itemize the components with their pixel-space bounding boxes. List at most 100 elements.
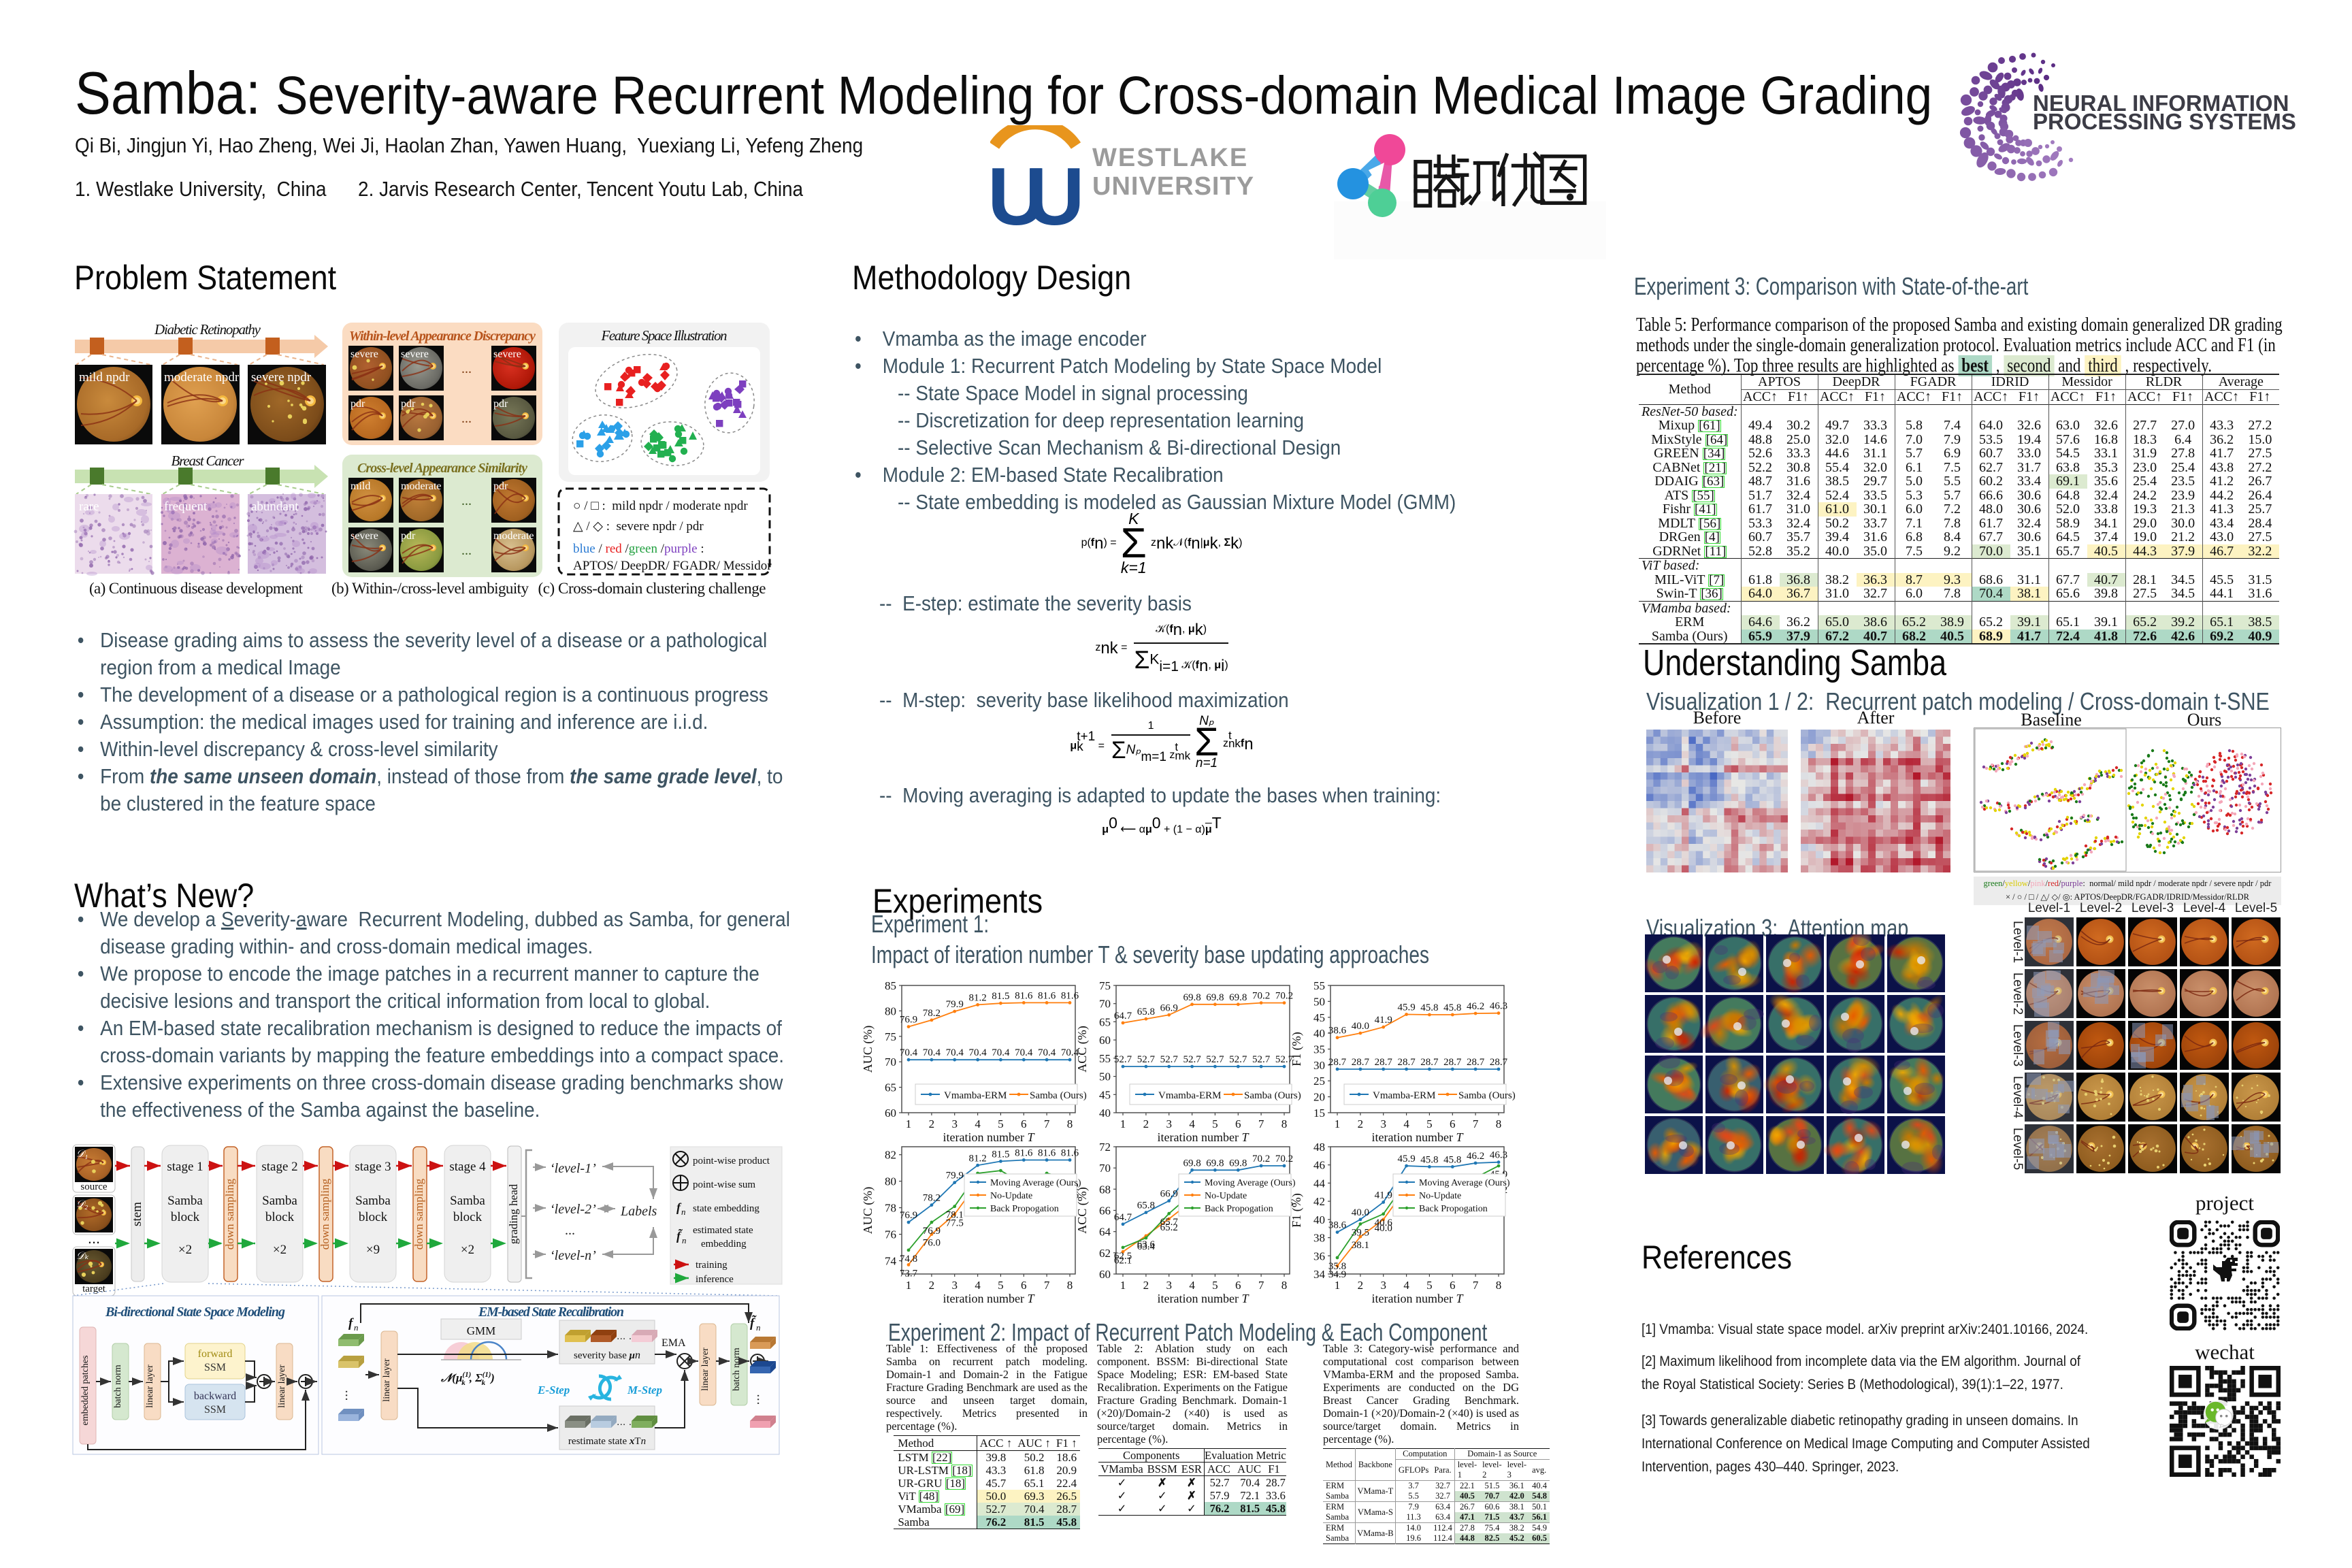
svg-text:74.8: 74.8 bbox=[900, 1254, 917, 1264]
svg-text:𝒟₂: 𝒟₂ bbox=[76, 1199, 88, 1210]
svg-text:embedded patches: embedded patches bbox=[80, 1355, 91, 1425]
svg-text:65.8: 65.8 bbox=[1137, 1007, 1155, 1017]
svg-text:64: 64 bbox=[1099, 1226, 1111, 1239]
svg-text:35.8: 35.8 bbox=[1328, 1261, 1346, 1272]
svg-text:1: 1 bbox=[906, 1117, 912, 1130]
svg-text:...: ... bbox=[88, 1230, 100, 1247]
svg-text:40: 40 bbox=[1099, 1107, 1111, 1120]
svg-text:severe: severe bbox=[493, 348, 521, 360]
svg-text:80: 80 bbox=[885, 1175, 896, 1188]
svg-text:...: ... bbox=[461, 543, 472, 558]
svg-text:Level-2: Level-2 bbox=[2010, 973, 2025, 1015]
svg-text:Back Propogation: Back Propogation bbox=[1419, 1204, 1488, 1214]
svg-text:2: 2 bbox=[1143, 1279, 1149, 1292]
svg-text:1: 1 bbox=[1120, 1279, 1126, 1292]
svg-text:5: 5 bbox=[1212, 1279, 1218, 1292]
svg-text:UNIVERSITY: UNIVERSITY bbox=[1092, 172, 1254, 201]
svg-text:45: 45 bbox=[1099, 1088, 1111, 1101]
svg-text:52.7: 52.7 bbox=[1183, 1054, 1201, 1065]
svg-text:Back Propogation: Back Propogation bbox=[1205, 1204, 1273, 1214]
svg-text:85: 85 bbox=[885, 979, 896, 992]
svg-text:restimate state xTn: restimate state xTn bbox=[568, 1436, 646, 1447]
svg-text:Level-5: Level-5 bbox=[2235, 902, 2277, 915]
svg-text:70.4: 70.4 bbox=[900, 1047, 918, 1058]
svg-text:36: 36 bbox=[1313, 1250, 1325, 1262]
svg-text:pdr: pdr bbox=[350, 398, 365, 410]
svg-text:38.1: 38.1 bbox=[1352, 1240, 1369, 1251]
svg-text:6: 6 bbox=[1235, 1117, 1241, 1130]
svg-text:3: 3 bbox=[951, 1279, 958, 1292]
svg-text:5: 5 bbox=[1212, 1117, 1218, 1130]
svg-text:No-Update: No-Update bbox=[1205, 1191, 1247, 1201]
svg-text:3: 3 bbox=[1380, 1279, 1386, 1292]
svg-text:28.7: 28.7 bbox=[1443, 1057, 1462, 1068]
svg-text:70.4: 70.4 bbox=[1038, 1047, 1056, 1058]
svg-text:(c) Cross-domain clustering ch: (c) Cross-domain clustering challenge bbox=[538, 580, 766, 597]
svg-text:EMA: EMA bbox=[662, 1337, 686, 1349]
svg-text:46.3: 46.3 bbox=[1490, 1150, 1507, 1161]
svg-text:81.6: 81.6 bbox=[1061, 1148, 1079, 1159]
svg-text:ACC (%): ACC (%) bbox=[1077, 1026, 1090, 1073]
svg-text:65.8: 65.8 bbox=[1137, 1200, 1155, 1211]
svg-text:No-Update: No-Update bbox=[990, 1191, 1032, 1201]
svg-text:3: 3 bbox=[951, 1117, 958, 1130]
svg-text:81.6: 81.6 bbox=[1038, 1148, 1056, 1159]
svg-text:𝒟₁: 𝒟₁ bbox=[76, 1149, 88, 1160]
svg-text:4: 4 bbox=[975, 1117, 981, 1130]
svg-text:𝒟ₖ: 𝒟ₖ bbox=[76, 1251, 89, 1262]
svg-text:38.6: 38.6 bbox=[1328, 1026, 1347, 1036]
svg-text:Labels: Labels bbox=[620, 1204, 657, 1219]
svg-text:8: 8 bbox=[1067, 1117, 1073, 1130]
svg-text:grading head: grading head bbox=[507, 1183, 520, 1244]
svg-text:Samba (Ours): Samba (Ours) bbox=[1458, 1090, 1516, 1101]
svg-text:1: 1 bbox=[906, 1279, 912, 1292]
svg-text:76.9: 76.9 bbox=[900, 1210, 917, 1221]
svg-text:Samba: Samba bbox=[262, 1194, 297, 1208]
svg-text:65: 65 bbox=[1099, 1015, 1111, 1028]
svg-text:65.2: 65.2 bbox=[1160, 1222, 1178, 1233]
svg-text:3: 3 bbox=[1380, 1117, 1386, 1130]
svg-text:55: 55 bbox=[1313, 979, 1325, 992]
svg-text:46.2: 46.2 bbox=[1467, 1001, 1484, 1012]
svg-text:○ / □ : mild npdr / moderate: ○ / □ : mild npdr / moderate npdr bbox=[573, 499, 748, 513]
svg-text:Samba (Ours): Samba (Ours) bbox=[1244, 1090, 1301, 1101]
svg-text:30: 30 bbox=[1313, 1059, 1325, 1072]
svg-text:4: 4 bbox=[1189, 1279, 1195, 1292]
svg-text:n: n bbox=[354, 1322, 359, 1333]
svg-text:69.8: 69.8 bbox=[1183, 992, 1200, 1003]
svg-text:linear layer: linear layer bbox=[277, 1365, 287, 1408]
svg-text:40.6: 40.6 bbox=[1375, 1218, 1393, 1228]
svg-text:52.7: 52.7 bbox=[1137, 1054, 1156, 1065]
svg-text:down sampling: down sampling bbox=[223, 1178, 236, 1250]
svg-text:forward: forward bbox=[198, 1348, 233, 1360]
svg-text:f̃: f̃ bbox=[676, 1228, 683, 1243]
svg-text:stage 2: stage 2 bbox=[261, 1160, 297, 1174]
svg-text:78.2: 78.2 bbox=[923, 1008, 941, 1019]
svg-text:Breast Cancer: Breast Cancer bbox=[172, 453, 245, 469]
svg-text:8: 8 bbox=[1496, 1117, 1502, 1130]
svg-text:batch norm: batch norm bbox=[113, 1365, 123, 1407]
svg-text:45.8: 45.8 bbox=[1443, 1154, 1461, 1165]
svg-text:82: 82 bbox=[885, 1149, 896, 1162]
svg-text:2: 2 bbox=[929, 1117, 935, 1130]
svg-text:moderate npdr: moderate npdr bbox=[164, 370, 240, 385]
svg-text:81.5: 81.5 bbox=[992, 991, 1009, 1002]
svg-text:28.7: 28.7 bbox=[1467, 1057, 1485, 1068]
svg-text:Feature Space Illustration: Feature Space Illustration bbox=[601, 327, 728, 344]
svg-text:Moving Average (Ours): Moving Average (Ours) bbox=[990, 1178, 1081, 1188]
svg-text:2: 2 bbox=[1358, 1117, 1364, 1130]
svg-text:E-Step: E-Step bbox=[537, 1384, 570, 1396]
svg-text:70.4: 70.4 bbox=[1015, 1047, 1033, 1058]
svg-text:8: 8 bbox=[1067, 1279, 1073, 1292]
svg-text:7: 7 bbox=[1258, 1117, 1264, 1130]
svg-text:linear layer: linear layer bbox=[700, 1348, 710, 1391]
svg-text:78.2: 78.2 bbox=[923, 1193, 941, 1204]
svg-text:5: 5 bbox=[998, 1117, 1004, 1130]
svg-text:moderate: moderate bbox=[401, 480, 442, 492]
svg-text:block: block bbox=[359, 1210, 388, 1224]
svg-text:70.2: 70.2 bbox=[1252, 991, 1270, 1002]
svg-text:Samba: Samba bbox=[450, 1194, 485, 1208]
svg-text:2: 2 bbox=[929, 1279, 935, 1292]
svg-text:×2: ×2 bbox=[273, 1243, 287, 1257]
svg-text:Moving Average (Ours): Moving Average (Ours) bbox=[1419, 1178, 1510, 1188]
